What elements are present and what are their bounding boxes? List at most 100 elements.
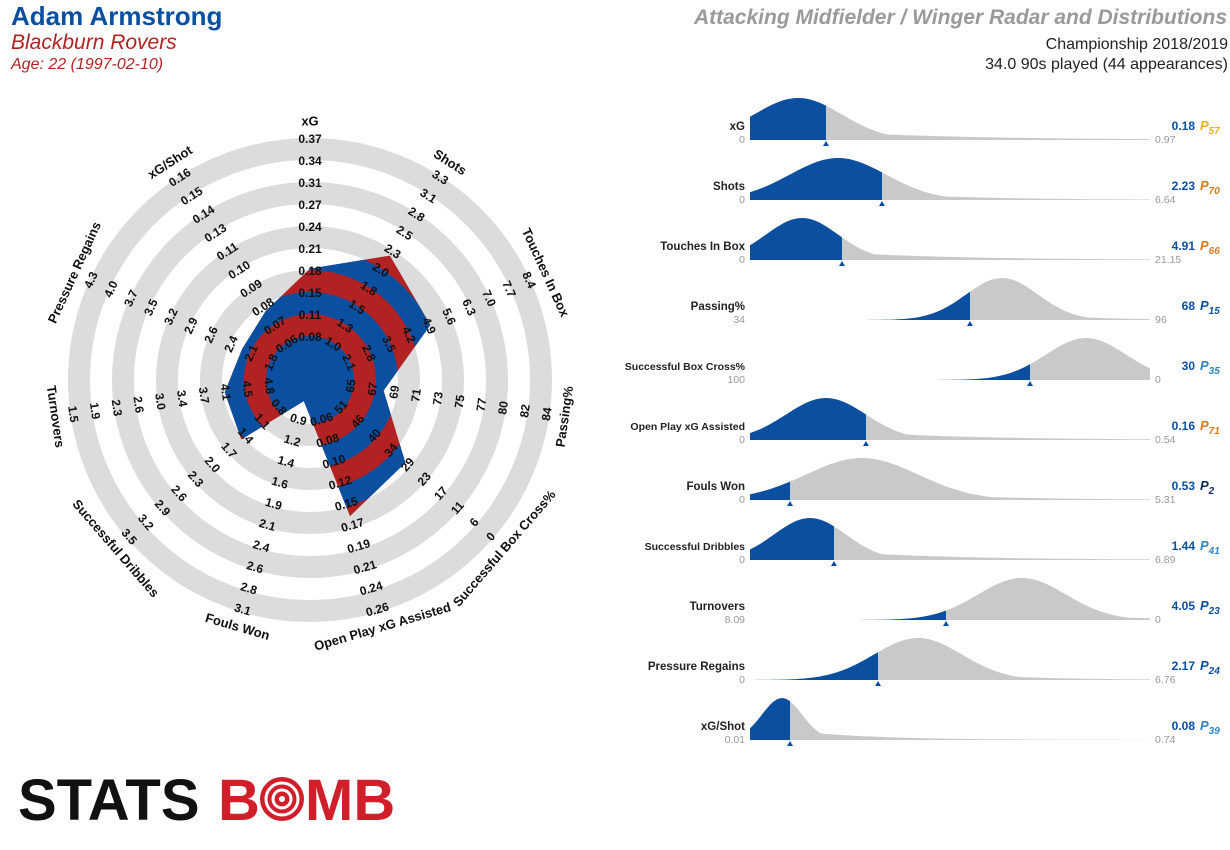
radar-tick-label: 7.0 xyxy=(479,288,499,309)
radar-tick-label: 4.5 xyxy=(239,380,255,399)
radar-tick-label: 75 xyxy=(452,394,468,410)
distribution-min-label: 8.09 xyxy=(725,614,746,626)
radar-tick-label: 1.5 xyxy=(65,405,81,424)
distribution-percentile: P66 xyxy=(1200,238,1220,257)
player-age: Age: 22 (1997-02-10) xyxy=(11,56,164,73)
distribution-percentile: P70 xyxy=(1200,178,1220,197)
distribution-max-label: 0.97 xyxy=(1155,134,1176,146)
logo-b-text: B xyxy=(218,768,260,833)
distribution-area xyxy=(750,578,1150,620)
radar-tick-label: 0.24 xyxy=(298,220,322,234)
distribution-area xyxy=(750,518,1150,560)
distribution-marker xyxy=(839,261,845,266)
distribution-fill xyxy=(750,698,790,740)
distribution-value: 0.53 xyxy=(1172,479,1196,493)
radar-tick-label: 67 xyxy=(365,381,381,397)
distribution-percentile: P71 xyxy=(1200,418,1220,437)
radar-tick-label: 3.4 xyxy=(174,389,190,408)
radar-ring xyxy=(68,138,552,622)
competition-label: Championship 2018/2019 xyxy=(1045,36,1228,53)
radar-axis-label: xG xyxy=(301,113,318,128)
distribution-max-label: 5.31 xyxy=(1155,494,1176,506)
radar-tick-label: 0.27 xyxy=(298,198,322,212)
player-name: Adam Armstrong xyxy=(11,1,223,31)
distribution-fill xyxy=(750,364,1030,380)
distribution-area xyxy=(750,458,1150,500)
chart-title: Attacking Midfielder / Winger Radar and … xyxy=(693,6,1227,29)
distribution-row: Passing%34 96 68 P15 xyxy=(691,278,1220,326)
radar-tick-label: 2.3 xyxy=(109,399,125,418)
distribution-row: xG0 0.970.18 P57 xyxy=(730,98,1220,146)
distribution-percentile: P35 xyxy=(1200,358,1220,377)
radar-tick-label: 4.8 xyxy=(261,377,277,396)
distribution-area xyxy=(750,158,1150,200)
distribution-label: Pressure Regains xyxy=(648,661,745,673)
radar-tick-label: 0.9 xyxy=(288,410,308,428)
radar-tick-label: 2.4 xyxy=(251,537,271,555)
distribution-value: 4.05 xyxy=(1172,599,1196,613)
radar-tick-label: 7.7 xyxy=(499,279,519,300)
radar-tick-label: 3.1 xyxy=(233,600,253,618)
distribution-value: 68 xyxy=(1182,299,1196,313)
distribution-marker xyxy=(1027,381,1033,386)
radar-tick-label: 4.1 xyxy=(218,383,234,402)
radar-tick-label: 0.10 xyxy=(321,452,348,472)
distribution-area xyxy=(750,218,1150,260)
radar-ring xyxy=(112,182,508,578)
radar-tick-label: 1.9 xyxy=(87,402,103,421)
distribution-fill xyxy=(750,652,878,680)
distribution-min-label: 0 xyxy=(739,254,745,266)
distribution-min-label: 0.01 xyxy=(725,734,746,746)
radar-tick-label: 71 xyxy=(408,387,424,403)
distribution-percentile: P2 xyxy=(1200,478,1215,497)
radar-tick-label: 3.7 xyxy=(121,287,141,308)
radar-tick-label: 2.8 xyxy=(359,343,379,364)
distribution-min-label: 0 xyxy=(739,434,745,446)
distribution-percentile: P24 xyxy=(1200,658,1220,677)
radar-tick-label: 3.2 xyxy=(161,306,181,327)
radar-tick-label: 3.5 xyxy=(141,297,161,318)
distribution-percentile: P39 xyxy=(1200,718,1220,737)
distribution-fill xyxy=(750,291,970,320)
distribution-label: Passing% xyxy=(691,301,745,313)
radar-tick-label: 0.21 xyxy=(298,242,322,256)
radar-tick-label: 6.3 xyxy=(459,297,479,318)
distribution-marker xyxy=(831,561,837,566)
radar-tick-label: 0.19 xyxy=(346,536,373,556)
distribution-value: 2.17 xyxy=(1172,659,1196,673)
radar-tick-label: 0.15 xyxy=(333,494,360,514)
radar-tick-label: 2.4 xyxy=(221,333,241,354)
radar-tick-label: 2.6 xyxy=(245,558,265,576)
radar-tick-label: 2.8 xyxy=(239,579,259,597)
distribution-label: Shots xyxy=(713,181,745,193)
radar-tick-label: 77 xyxy=(474,397,490,413)
distribution-marker xyxy=(879,201,885,206)
radar-tick-label: 1.6 xyxy=(270,474,290,492)
radar-tick-label: 0.11 xyxy=(299,308,322,322)
distribution-value: 2.23 xyxy=(1172,179,1196,193)
distribution-marker xyxy=(875,681,881,686)
distribution-percentile: P41 xyxy=(1200,538,1220,557)
logo-mb-text: MB xyxy=(305,768,395,833)
radar-tick-label: 8.4 xyxy=(519,269,539,290)
radar-chart: 0.080.110.150.180.210.240.270.310.340.37… xyxy=(44,113,576,653)
radar-tick-label: 0.34 xyxy=(298,154,322,168)
distribution-label: Touches In Box xyxy=(660,241,745,253)
distribution-percentile: P57 xyxy=(1200,118,1220,137)
distribution-row: Successful Box Cross%100 0 30 P35 xyxy=(625,338,1220,386)
distribution-marker xyxy=(787,501,793,506)
radar-tick-label: 2.1 xyxy=(339,352,359,373)
radar-tick-label: 0.31 xyxy=(298,176,322,190)
distribution-label: Successful Box Cross% xyxy=(625,361,746,373)
distribution-fill xyxy=(750,398,866,440)
radar-axis-label: Turnovers xyxy=(44,384,68,448)
radar-tick-label: 1.4 xyxy=(276,453,296,471)
distribution-min-label: 0 xyxy=(739,554,745,566)
